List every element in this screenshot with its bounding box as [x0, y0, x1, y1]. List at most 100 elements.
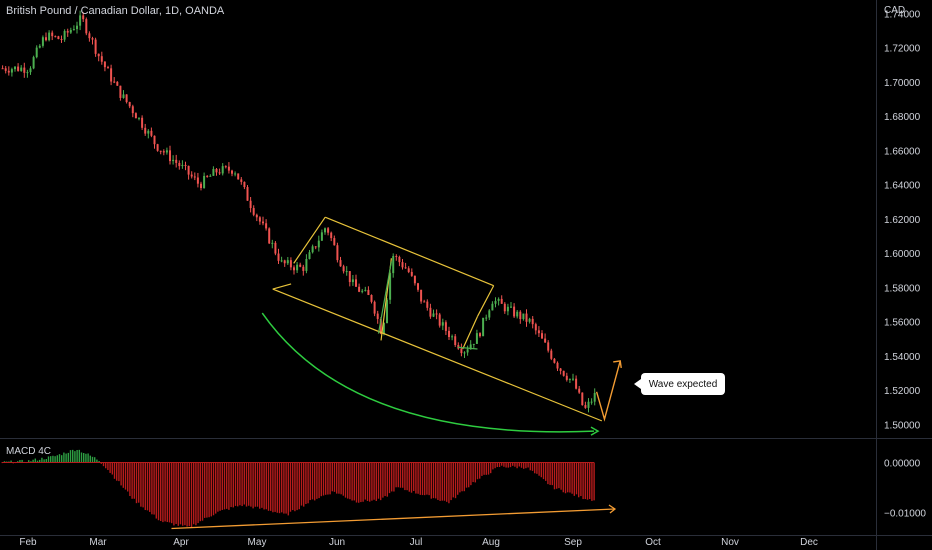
- macd-bar: [589, 462, 591, 500]
- macd-bar: [430, 462, 433, 499]
- price-axis: 1.74000 1.72000 1.70000 1.68000 1.66000 1.640…: [884, 9, 921, 431]
- candle-body: [528, 318, 531, 322]
- candle-body: [255, 214, 258, 218]
- macd-bar: [507, 462, 510, 468]
- macd-bar: [230, 462, 232, 508]
- macd-bar: [102, 462, 105, 467]
- candle-body: [479, 333, 482, 337]
- candle-body: [184, 164, 187, 166]
- candle-body: [395, 256, 398, 258]
- macd-bar: [307, 462, 309, 504]
- candle-body: [373, 301, 376, 314]
- macd-bar: [76, 449, 78, 463]
- candle-body: [72, 29, 75, 31]
- time-tick-label: Feb: [19, 537, 37, 548]
- macd-bar: [373, 462, 375, 500]
- macd-bar: [234, 462, 237, 506]
- wave-expected-callout[interactable]: Wave expected: [634, 373, 725, 395]
- macd-bar: [300, 462, 303, 506]
- macd-bar: [144, 462, 147, 511]
- macd-bar: [382, 462, 384, 498]
- macd-bar: [239, 462, 241, 506]
- candle-body: [240, 179, 243, 182]
- macd-bar: [347, 462, 349, 499]
- macd-bar: [503, 462, 505, 467]
- macd-bar: [439, 462, 441, 501]
- candle-body: [348, 271, 351, 283]
- candle-body: [525, 313, 528, 322]
- macd-bar: [523, 462, 525, 469]
- macd-bar: [404, 462, 406, 491]
- candle-body: [206, 175, 209, 177]
- candle-body: [410, 271, 413, 276]
- candle-body: [258, 217, 261, 222]
- macd-bar: [355, 462, 358, 503]
- macd-bar: [384, 462, 386, 497]
- candle-body: [138, 117, 141, 119]
- candle-body: [169, 150, 172, 162]
- macd-bar: [371, 462, 373, 501]
- macd-bar: [283, 462, 285, 514]
- price-tick-label: 1.72000: [884, 44, 921, 55]
- candle-body: [568, 378, 571, 380]
- macd-bar: [395, 462, 397, 488]
- candle-body: [243, 181, 246, 188]
- macd-bar: [529, 462, 532, 471]
- time-tick-label: Jun: [329, 537, 345, 548]
- candle-body: [587, 401, 590, 408]
- macd-bar: [237, 462, 239, 507]
- macd-bar: [591, 462, 593, 501]
- macd-bar: [221, 462, 224, 510]
- macd-bar: [578, 462, 580, 498]
- candle-body: [212, 168, 215, 176]
- macd-bar: [490, 462, 492, 474]
- channel-right-edge-lower: [462, 316, 479, 350]
- price-tick-label: 1.64000: [884, 181, 921, 192]
- macd-bar: [272, 462, 274, 513]
- candle-body: [345, 271, 348, 273]
- macd-bar: [457, 462, 459, 495]
- candle-body: [79, 15, 82, 26]
- candle-body: [547, 342, 550, 351]
- candle-body: [252, 208, 255, 215]
- candle-body: [262, 221, 265, 224]
- macd-bar: [292, 462, 294, 511]
- macd-bar: [69, 450, 72, 463]
- macd-bar: [58, 454, 61, 463]
- indicator-label[interactable]: MACD 4C: [6, 446, 52, 457]
- macd-bar: [146, 462, 149, 511]
- time-tick-label: Apr: [173, 537, 189, 548]
- candle-body: [565, 375, 568, 380]
- macd-bar: [309, 462, 312, 501]
- macd-bar: [127, 462, 129, 492]
- candle-body: [404, 267, 407, 269]
- time-tick-label: Jul: [410, 537, 423, 548]
- macd-bar: [265, 462, 268, 510]
- price-tick-label: 1.70000: [884, 78, 921, 89]
- macd-bar: [485, 462, 488, 475]
- macd-bar: [360, 462, 362, 503]
- candle-body: [320, 232, 323, 241]
- macd-bar: [366, 462, 369, 501]
- candle-body: [302, 266, 305, 271]
- macd-bar: [135, 462, 138, 504]
- price-tick-label: 1.74000: [884, 9, 921, 20]
- macd-bar: [226, 462, 228, 509]
- candle-body: [441, 322, 444, 326]
- macd-bar: [160, 462, 162, 522]
- candle-body: [178, 162, 181, 167]
- macd-bar: [259, 462, 261, 509]
- macd-bar: [195, 462, 197, 526]
- macd-bar: [294, 462, 296, 512]
- macd-bar: [417, 462, 419, 494]
- candle-body: [88, 33, 91, 39]
- candle-body: [122, 94, 125, 98]
- macd-bar: [43, 459, 45, 463]
- candle-body: [265, 223, 268, 229]
- candle-body: [221, 166, 224, 174]
- macd-bar: [479, 462, 481, 479]
- candle-body: [224, 166, 227, 168]
- macd-bar: [560, 462, 562, 490]
- macd-bar: [536, 462, 538, 474]
